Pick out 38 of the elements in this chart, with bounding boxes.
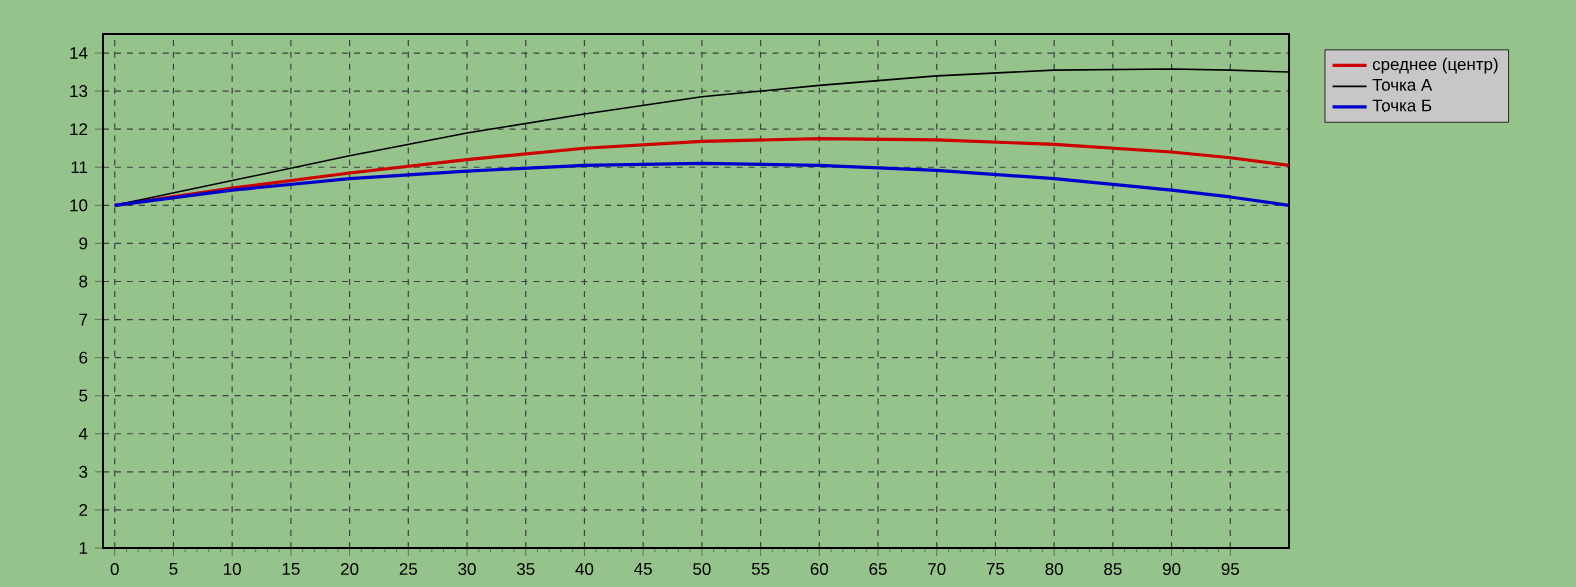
x-tick-label: 30 xyxy=(458,563,476,576)
x-tick-label: 95 xyxy=(1221,563,1240,576)
x-tick-label: 10 xyxy=(224,563,241,576)
x-tick-label: 70 xyxy=(928,563,946,576)
x-tick-label: 85 xyxy=(1104,563,1122,576)
x-tick-label: 15 xyxy=(282,563,300,575)
y-tick-label: 4 xyxy=(78,427,88,440)
x-tick-label: 45 xyxy=(634,563,652,575)
y-tick-label: 14 xyxy=(70,47,88,59)
y-tick-label: 8 xyxy=(79,275,88,288)
y-tick-label: 9 xyxy=(79,237,88,250)
legend-label: среднее (центр) xyxy=(1372,57,1498,74)
x-tick-label: 20 xyxy=(341,563,359,576)
x-tick-label: 80 xyxy=(1045,563,1063,576)
x-tick-label: 35 xyxy=(516,563,535,576)
x-tick-label: 25 xyxy=(399,563,418,576)
y-tick-label: 1 xyxy=(79,542,88,554)
y-tick-label: 5 xyxy=(79,389,88,402)
x-tick-label: 0 xyxy=(110,563,119,576)
line-series xyxy=(113,161,1290,207)
x-tick-label: 60 xyxy=(810,563,829,576)
x-tick-label: 90 xyxy=(1162,563,1181,576)
y-tick-label: 3 xyxy=(79,465,88,478)
x-tick-label: 40 xyxy=(575,563,594,576)
x-tick-label: 75 xyxy=(986,563,1005,575)
y-tick-label: 7 xyxy=(79,313,88,326)
y-tick-label: 2 xyxy=(79,504,88,516)
legend-label: Точка А xyxy=(1372,79,1433,91)
x-tick-label: 5 xyxy=(169,563,178,575)
x-tick-label: 50 xyxy=(693,563,711,576)
y-tick-label: 6 xyxy=(79,351,88,364)
y-tick-label: 11 xyxy=(71,161,88,174)
y-tick-label: 13 xyxy=(70,85,88,98)
y-tick-label: 10 xyxy=(70,199,88,212)
x-tick-label: 55 xyxy=(751,563,770,575)
y-tick-label: 12 xyxy=(70,123,88,136)
legend-label: Точка Б xyxy=(1372,99,1432,112)
x-tick-label: 65 xyxy=(869,563,887,576)
